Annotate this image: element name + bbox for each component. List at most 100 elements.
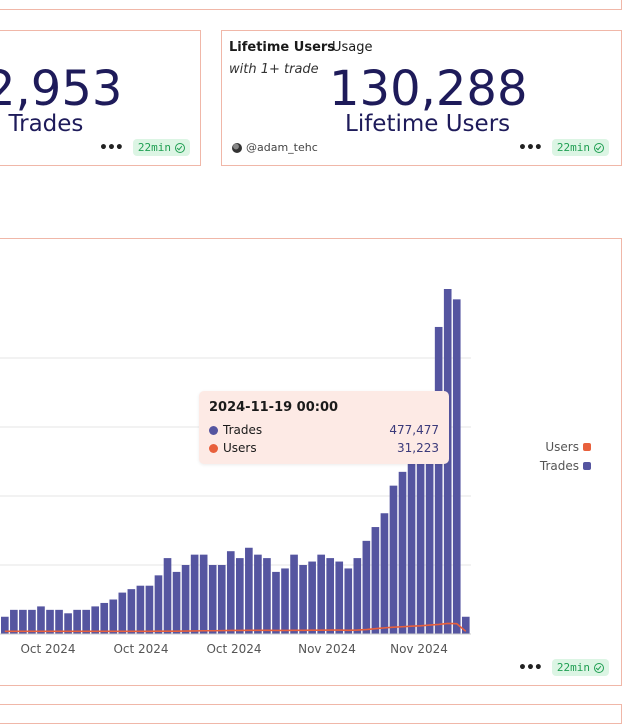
users-line[interactable] [4,622,467,633]
trades-bar[interactable] [127,589,136,634]
trades-bar[interactable] [281,568,289,634]
x-tick-label: Nov 2024 [298,642,356,656]
tooltip-row-value: 477,477 [389,423,439,437]
chart-tooltip: 2024-11-19 00:00 Trades 477,477 Users 31… [199,391,449,464]
refresh-badge-label: 22min [556,141,590,154]
tooltip-row-label: Users [223,441,257,455]
more-options-icon[interactable]: ••• [518,659,543,676]
tooltip-row-value: 31,223 [397,441,439,455]
trades-big-number: 2,953 [0,61,123,117]
card-subtitle: with 1+ trade [229,62,319,77]
trades-bar[interactable] [190,554,199,634]
refresh-badge-label: 22min [137,141,171,154]
chart-footer: ••• 22min [518,659,609,676]
trades-bar[interactable] [136,585,145,634]
trades-bar[interactable] [91,606,100,634]
legend-item-trades[interactable]: Trades [540,459,591,473]
avatar [232,142,242,153]
trades-bar[interactable] [73,609,81,634]
tooltip-row-trades: Trades 477,477 [209,423,439,437]
trades-bar[interactable] [299,565,307,634]
trades-bar[interactable] [434,326,443,634]
bottom-card-frame [0,704,622,724]
trades-bar[interactable] [100,602,109,634]
trades-bar[interactable] [416,420,425,634]
author[interactable]: @adam_tehc [232,141,318,154]
trades-bar[interactable] [452,299,461,634]
legend-label-users: Users [545,440,579,454]
x-tick-label: Oct 2024 [20,642,75,656]
trades-bar[interactable] [10,609,18,634]
trades-bar[interactable] [353,558,362,634]
author-name: @adam_tehc [246,141,318,154]
trades-bar[interactable] [344,568,353,634]
trades-bar[interactable] [326,558,335,634]
trades-bar[interactable] [371,527,380,634]
trades-bar[interactable] [28,609,36,634]
trades-bar[interactable] [380,513,389,634]
more-options-icon[interactable]: ••• [518,139,543,156]
trades-bar[interactable] [82,609,90,634]
trades-bar[interactable] [245,547,253,634]
trades-bar[interactable] [19,609,27,634]
trades-bar[interactable] [199,554,208,634]
tooltip-row-label: Trades [223,423,263,437]
refresh-badge[interactable]: 22min [551,659,609,676]
trades-bar[interactable] [181,565,190,634]
trades-bar[interactable] [254,554,262,634]
trades-bar[interactable] [335,561,344,634]
trades-bar[interactable] [55,609,63,634]
legend-swatch-users [583,443,591,451]
trades-bar[interactable] [64,613,72,634]
refresh-badge-label: 22min [556,661,590,674]
x-tick-label: Oct 2024 [206,642,261,656]
users-dot-icon [209,443,218,453]
trades-bar[interactable] [145,585,154,634]
trades-dot-icon [209,425,218,435]
legend-swatch-trades [583,462,591,470]
trades-bar[interactable] [118,592,127,634]
users-footer: ••• 22min [518,139,609,156]
trades-bar[interactable] [217,565,226,634]
trades-bar[interactable] [226,551,235,634]
trades-bar[interactable] [172,571,181,634]
trades-bar[interactable] [407,458,416,634]
card-title: Lifetime Users [229,40,336,55]
legend-label-trades: Trades [539,459,579,473]
trades-bar[interactable] [109,599,118,635]
refresh-badge[interactable]: 22min [551,139,609,156]
trades-bar[interactable] [1,616,9,634]
trades-bar[interactable] [263,558,271,634]
check-circle-icon [594,662,604,673]
trades-bar[interactable] [461,616,470,634]
trades-bar[interactable] [362,540,371,634]
trades-bar[interactable] [308,561,316,634]
trades-bar[interactable] [389,485,398,634]
top-card-frame [0,0,622,10]
trades-bar[interactable] [46,609,54,634]
trades-bar[interactable] [163,558,172,634]
trades-bar[interactable] [37,606,45,634]
lifetime-users-big-label: Lifetime Users [345,111,511,137]
legend-item-users[interactable]: Users [545,440,591,454]
trades-bar[interactable] [272,571,280,634]
trades-bar[interactable] [425,399,434,634]
refresh-badge[interactable]: 22min [132,139,190,156]
tooltip-title: 2024-11-19 00:00 [209,400,339,415]
trades-footer: ••• 22min [99,139,190,156]
check-circle-icon [175,142,185,153]
trades-bar[interactable] [398,471,407,634]
tab-usage[interactable]: Usage [332,40,373,55]
trades-bar[interactable] [236,558,244,634]
x-tick-label: Nov 2024 [390,642,448,656]
x-tick-label: Oct 2024 [113,642,168,656]
lifetime-users-card: Lifetime Users Usage with 1+ trade 130,2… [221,30,622,166]
lifetime-users-big-number: 130,288 [329,61,528,117]
trades-big-label: e Trades [0,111,84,137]
tooltip-row-users: Users 31,223 [209,441,439,455]
trades-bar[interactable] [154,575,163,634]
more-options-icon[interactable]: ••• [99,139,124,156]
trades-bar[interactable] [290,554,298,634]
trades-bar[interactable] [317,554,325,634]
trades-bar[interactable] [208,565,217,634]
